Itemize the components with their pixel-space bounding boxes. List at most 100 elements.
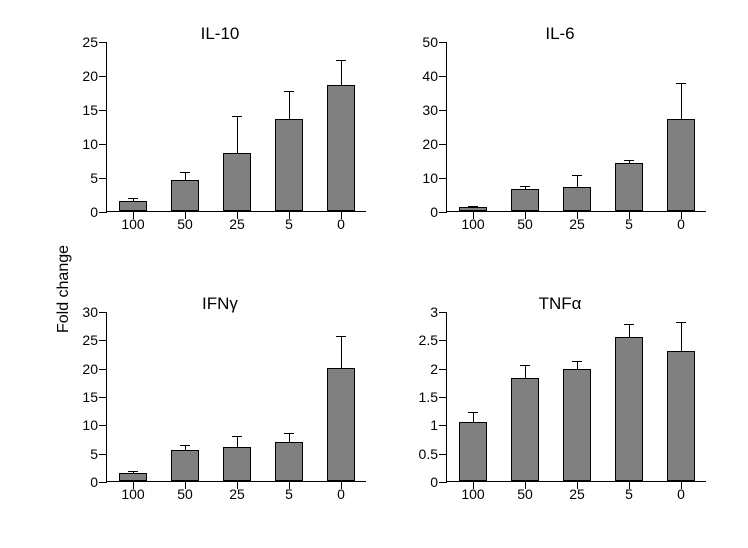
x-tick-label: 0 xyxy=(661,216,701,232)
y-tick xyxy=(99,369,107,370)
bar xyxy=(223,153,252,211)
x-tick-label: 100 xyxy=(453,486,493,502)
y-tick-label: 0 xyxy=(64,474,98,490)
bar xyxy=(171,180,200,211)
bar xyxy=(119,473,148,481)
bar xyxy=(615,163,644,211)
y-tick xyxy=(99,312,107,313)
x-tick-label: 5 xyxy=(609,486,649,502)
error-cap xyxy=(336,60,346,61)
error-cap xyxy=(676,322,686,323)
y-tick-label: 40 xyxy=(404,68,438,84)
x-tick-label: 100 xyxy=(113,216,153,232)
panel-title: IL-10 xyxy=(70,24,370,44)
x-tick-label: 5 xyxy=(269,216,309,232)
x-tick-label: 50 xyxy=(505,486,545,502)
y-tick xyxy=(439,212,447,213)
error-cap xyxy=(572,361,582,362)
y-tick-label: 10 xyxy=(404,170,438,186)
y-tick-label: 25 xyxy=(64,34,98,50)
plot-area: 01020304050100502550 xyxy=(446,42,706,212)
figure: Fold change IL-100510152025100502550IL-6… xyxy=(50,20,730,530)
bar xyxy=(511,378,540,481)
y-tick xyxy=(439,340,447,341)
y-tick xyxy=(99,144,107,145)
y-tick xyxy=(439,454,447,455)
x-tick-label: 50 xyxy=(165,486,205,502)
error-cap xyxy=(128,471,138,472)
y-tick xyxy=(439,76,447,77)
y-tick-label: 20 xyxy=(64,68,98,84)
bar xyxy=(459,422,488,482)
y-tick-label: 5 xyxy=(64,446,98,462)
bar xyxy=(563,369,592,481)
error-bar xyxy=(341,60,342,86)
y-tick-label: 30 xyxy=(64,304,98,320)
y-tick xyxy=(439,312,447,313)
error-cap xyxy=(520,186,530,187)
error-bar xyxy=(681,83,682,120)
bar xyxy=(327,85,356,211)
y-tick-label: 10 xyxy=(64,136,98,152)
x-tick-label: 50 xyxy=(165,216,205,232)
bar xyxy=(563,187,592,211)
x-tick-label: 25 xyxy=(557,216,597,232)
panel-il6: IL-601020304050100502550 xyxy=(410,20,710,240)
bar xyxy=(275,119,304,211)
x-tick-label: 25 xyxy=(557,486,597,502)
y-tick-label: 2.5 xyxy=(404,332,438,348)
bar xyxy=(119,201,148,211)
y-tick xyxy=(439,369,447,370)
y-tick xyxy=(439,110,447,111)
y-tick xyxy=(99,110,107,111)
error-cap xyxy=(676,83,686,84)
bar xyxy=(615,337,644,482)
y-tick xyxy=(439,42,447,43)
error-bar xyxy=(577,361,578,370)
y-tick-label: 20 xyxy=(64,361,98,377)
bar xyxy=(327,368,356,481)
y-tick-label: 15 xyxy=(64,102,98,118)
error-cap xyxy=(180,445,190,446)
x-tick-label: 50 xyxy=(505,216,545,232)
x-tick-label: 0 xyxy=(321,216,361,232)
plot-area: 00.511.522.53100502550 xyxy=(446,312,706,482)
y-tick-label: 10 xyxy=(64,417,98,433)
y-tick xyxy=(99,425,107,426)
error-cap xyxy=(336,336,346,337)
x-tick-label: 25 xyxy=(217,486,257,502)
y-tick-label: 0 xyxy=(404,474,438,490)
y-tick-label: 2 xyxy=(404,361,438,377)
y-tick-label: 1 xyxy=(404,417,438,433)
error-cap xyxy=(284,91,294,92)
y-tick-label: 3 xyxy=(404,304,438,320)
y-tick-label: 0 xyxy=(64,204,98,220)
error-cap xyxy=(232,116,242,117)
error-cap xyxy=(468,206,478,207)
panel-tnfa: TNFα00.511.522.53100502550 xyxy=(410,290,710,510)
error-bar xyxy=(577,175,578,189)
y-tick-label: 5 xyxy=(64,170,98,186)
y-tick xyxy=(99,397,107,398)
error-bar xyxy=(473,412,474,422)
y-tick xyxy=(439,425,447,426)
x-tick-label: 25 xyxy=(217,216,257,232)
panel-title: IFNγ xyxy=(70,294,370,314)
x-tick-label: 5 xyxy=(609,216,649,232)
error-bar xyxy=(237,436,238,448)
error-bar xyxy=(629,324,630,337)
error-cap xyxy=(572,175,582,176)
error-cap xyxy=(624,324,634,325)
y-tick-label: 1.5 xyxy=(404,389,438,405)
y-tick-label: 15 xyxy=(64,389,98,405)
plot-area: 051015202530100502550 xyxy=(106,312,366,482)
error-cap xyxy=(128,198,138,199)
y-tick xyxy=(99,212,107,213)
error-cap xyxy=(520,365,530,366)
bar xyxy=(667,119,696,211)
x-tick-label: 100 xyxy=(113,486,153,502)
y-tick-label: 25 xyxy=(64,332,98,348)
plot-area: 0510152025100502550 xyxy=(106,42,366,212)
error-cap xyxy=(468,412,478,413)
y-tick xyxy=(439,397,447,398)
